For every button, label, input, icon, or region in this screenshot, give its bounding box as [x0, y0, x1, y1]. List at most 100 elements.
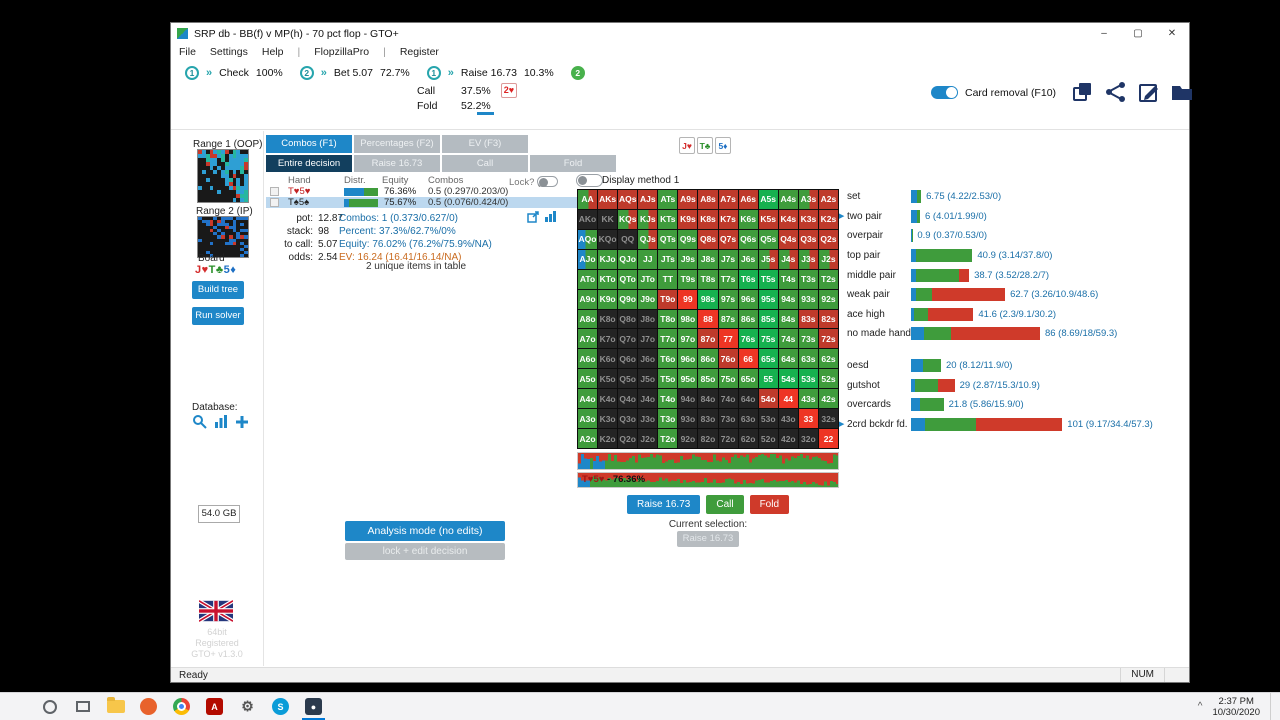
- hand-99[interactable]: 99: [678, 289, 698, 309]
- obs-button[interactable]: ●: [297, 693, 330, 720]
- hand-J6s[interactable]: J6s: [738, 249, 758, 269]
- hand-A7s[interactable]: A7s: [718, 190, 738, 209]
- hand-44[interactable]: 44: [778, 389, 798, 409]
- menu-item-file[interactable]: File: [179, 45, 196, 58]
- hand-98o[interactable]: 98o: [678, 309, 698, 329]
- hand-KK[interactable]: KK: [598, 209, 618, 229]
- hand-52s[interactable]: 52s: [818, 369, 838, 389]
- hand-72s[interactable]: 72s: [818, 329, 838, 349]
- hand-A2o[interactable]: A2o: [578, 429, 598, 448]
- hand-73s[interactable]: 73s: [798, 329, 818, 349]
- tree-call-label[interactable]: Call: [417, 84, 436, 97]
- hand-74o[interactable]: 74o: [718, 389, 738, 409]
- hand-32o[interactable]: 32o: [798, 429, 818, 448]
- hand-Q8o[interactable]: Q8o: [618, 309, 638, 329]
- hand-55[interactable]: 55: [758, 369, 778, 389]
- hand-22[interactable]: 22: [818, 429, 838, 448]
- lock-edit-button[interactable]: lock + edit decision: [345, 543, 505, 560]
- hand-95s[interactable]: 95s: [758, 289, 778, 309]
- hand-A3s[interactable]: A3s: [798, 190, 818, 209]
- hand-J9s[interactable]: J9s: [678, 249, 698, 269]
- hand-77[interactable]: 77: [718, 329, 738, 349]
- hand-Q2o[interactable]: Q2o: [618, 429, 638, 448]
- hand-KJo[interactable]: KJo: [598, 249, 618, 269]
- hand-T5s[interactable]: T5s: [758, 269, 778, 289]
- start-button[interactable]: [0, 693, 33, 720]
- hand-86s[interactable]: 86s: [738, 309, 758, 329]
- menu-item-register[interactable]: Register: [399, 45, 439, 58]
- hand-87o[interactable]: 87o: [698, 329, 718, 349]
- hand-K4o[interactable]: K4o: [598, 389, 618, 409]
- hand-87s[interactable]: 87s: [718, 309, 738, 329]
- hand-82s[interactable]: 82s: [818, 309, 838, 329]
- hand-T3s[interactable]: T3s: [798, 269, 818, 289]
- current-selection-button[interactable]: Raise 16.73: [677, 531, 739, 547]
- hand-AA[interactable]: AA: [578, 190, 598, 209]
- hand-Q6o[interactable]: Q6o: [618, 349, 638, 369]
- hand-K9o[interactable]: K9o: [598, 289, 618, 309]
- hand-T7o[interactable]: T7o: [658, 329, 678, 349]
- tab-combos-f1[interactable]: Combos (F1): [266, 135, 352, 153]
- hand-T9o[interactable]: T9o: [658, 289, 678, 309]
- range2-thumbnail[interactable]: [197, 216, 249, 258]
- hand-T8o[interactable]: T8o: [658, 309, 678, 329]
- hand-95o[interactable]: 95o: [678, 369, 698, 389]
- db-search-icon[interactable]: [192, 414, 208, 430]
- clock[interactable]: 2:37 PM 10/30/2020: [1212, 696, 1260, 718]
- hand-93s[interactable]: 93s: [798, 289, 818, 309]
- hand-K2s[interactable]: K2s: [818, 209, 838, 229]
- tree-bet-label[interactable]: Bet 5.07: [333, 67, 373, 79]
- hand-Q7s[interactable]: Q7s: [718, 229, 738, 249]
- hand-96o[interactable]: 96o: [678, 349, 698, 369]
- hand-92o[interactable]: 92o: [678, 429, 698, 448]
- hand-K5o[interactable]: K5o: [598, 369, 618, 389]
- hand-97o[interactable]: 97o: [678, 329, 698, 349]
- menu-item-help[interactable]: Help: [261, 45, 284, 58]
- lock-toggle[interactable]: [537, 176, 558, 187]
- hand-A5o[interactable]: A5o: [578, 369, 598, 389]
- display-method-toggle[interactable]: [576, 174, 603, 187]
- hand-A8s[interactable]: A8s: [698, 190, 718, 209]
- tree-check-label[interactable]: Check: [219, 67, 249, 79]
- category-top-pair[interactable]: top pair 40.9 (3.14/37.8/0): [839, 246, 1189, 266]
- hand-Q8s[interactable]: Q8s: [698, 229, 718, 249]
- hand-ATo[interactable]: ATo: [578, 269, 598, 289]
- hand-K2o[interactable]: K2o: [598, 429, 618, 448]
- hand-T4o[interactable]: T4o: [658, 389, 678, 409]
- db-add-icon[interactable]: [234, 414, 250, 430]
- category-set[interactable]: set 6.75 (4.22/2.53/0): [839, 187, 1189, 207]
- hand-QQ[interactable]: QQ: [618, 229, 638, 249]
- hand-JTo[interactable]: JTo: [638, 269, 658, 289]
- card-removal-toggle[interactable]: [931, 86, 958, 99]
- hand-64o[interactable]: 64o: [738, 389, 758, 409]
- hand-AKo[interactable]: AKo: [578, 209, 598, 229]
- folder-icon[interactable]: [1170, 80, 1194, 104]
- hand-KTo[interactable]: KTo: [598, 269, 618, 289]
- skype-button[interactable]: S: [264, 693, 297, 720]
- header-distr[interactable]: Distr.: [344, 175, 366, 186]
- hand-J4s[interactable]: J4s: [778, 249, 798, 269]
- tree-fold-label[interactable]: Fold: [417, 100, 438, 112]
- hand-A4s[interactable]: A4s: [778, 190, 798, 209]
- tree-raise-label[interactable]: Raise 16.73: [460, 67, 517, 79]
- search-button[interactable]: [33, 693, 66, 720]
- hand-53s[interactable]: 53s: [798, 369, 818, 389]
- hand-33[interactable]: 33: [798, 409, 818, 429]
- hand-K7o[interactable]: K7o: [598, 329, 618, 349]
- export-icon[interactable]: [527, 210, 540, 223]
- header-equity[interactable]: Equity: [382, 175, 409, 186]
- category-no-made-hand[interactable]: no made hand 86 (8.69/18/59.3): [839, 324, 1189, 344]
- hand-Q4s[interactable]: Q4s: [778, 229, 798, 249]
- category-gutshot[interactable]: gutshot 29 (2.87/15.3/10.9): [839, 375, 1189, 395]
- duplicate-icon[interactable]: [1071, 80, 1095, 104]
- hand-85o[interactable]: 85o: [698, 369, 718, 389]
- hand-T2o[interactable]: T2o: [658, 429, 678, 448]
- call-button[interactable]: Call: [706, 495, 744, 514]
- hand-J2s[interactable]: J2s: [818, 249, 838, 269]
- hand-52o[interactable]: 52o: [758, 429, 778, 448]
- hand-AQs[interactable]: AQs: [618, 190, 638, 209]
- hand-76o[interactable]: 76o: [718, 349, 738, 369]
- hand-AJo[interactable]: AJo: [578, 249, 598, 269]
- hand-A6o[interactable]: A6o: [578, 349, 598, 369]
- hand-K8s[interactable]: K8s: [698, 209, 718, 229]
